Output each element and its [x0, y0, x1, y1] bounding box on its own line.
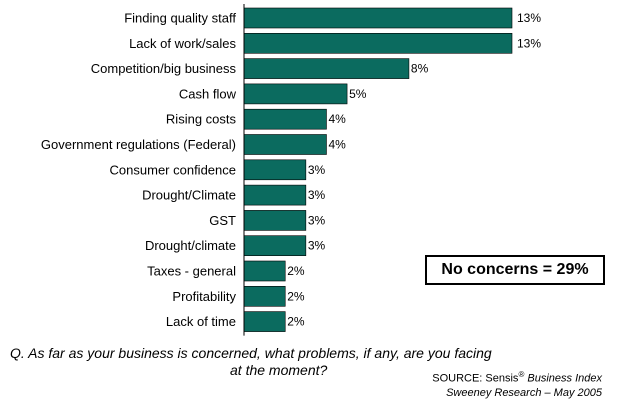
- bar-chart: Finding quality staff 13% Lack of work/sal…: [41, 4, 541, 336]
- category-label-13: Lack of time: [166, 314, 236, 329]
- value-label-5: 4%: [328, 112, 346, 126]
- question-line-1: Q. As far as your business is concerned,…: [10, 345, 492, 361]
- value-label-4: 5%: [349, 87, 367, 101]
- category-label-12: Profitability: [172, 289, 236, 304]
- bar-9: [243, 210, 307, 231]
- source-title: Business Index: [524, 372, 602, 385]
- bar-4: [243, 83, 348, 105]
- category-label-11: Taxes - general: [147, 264, 236, 279]
- question-line-2: at the moment?: [230, 362, 328, 378]
- source-prefix: SOURCE: Sensis: [432, 372, 519, 385]
- no-concerns-text: No concerns = 29%: [441, 261, 589, 278]
- bar-13: [243, 311, 286, 332]
- category-label-7: Consumer confidence: [110, 162, 236, 177]
- bar-10: [243, 235, 307, 256]
- value-label-10: 3%: [308, 239, 326, 253]
- bar-2: [243, 32, 513, 54]
- category-label-2: Lack of work/sales: [129, 36, 236, 51]
- category-label-5: Rising costs: [166, 112, 237, 127]
- category-label-10: Drought/climate: [145, 238, 236, 253]
- source-registered-mark: ®: [518, 370, 525, 379]
- no-concerns-callout: No concerns = 29%: [425, 255, 605, 285]
- value-label-7: 3%: [308, 163, 326, 177]
- value-label-12: 2%: [287, 289, 305, 303]
- value-label-8: 3%: [308, 188, 326, 202]
- value-label-2: 13%: [517, 36, 541, 50]
- value-label-9: 3%: [308, 213, 326, 227]
- source-line-2: Sweeney Research – May 2005: [446, 386, 602, 399]
- value-label-3: 8%: [411, 62, 429, 76]
- category-label-3: Competition/big business: [91, 61, 237, 76]
- category-label-4: Cash flow: [179, 86, 237, 101]
- bar-11: [243, 260, 286, 282]
- bar-7: [243, 159, 307, 181]
- value-label-6: 4%: [328, 138, 346, 152]
- category-label-6: Government regulations (Federal): [41, 137, 236, 152]
- value-label-1: 13%: [517, 11, 541, 25]
- value-label-11: 2%: [287, 264, 305, 278]
- survey-question: Q. As far as your business is concerned,…: [10, 345, 610, 379]
- bar-6: [243, 134, 327, 155]
- bar-8: [243, 184, 307, 206]
- bar-1: [243, 7, 513, 29]
- bar-5: [243, 108, 327, 130]
- bar-12: [243, 285, 286, 307]
- value-label-13: 2%: [287, 315, 305, 329]
- source-note: SOURCE: Sensis® Business Index Sweeney R…: [342, 368, 602, 400]
- category-label-8: Drought/Climate: [142, 188, 236, 203]
- bar-3: [243, 58, 410, 79]
- category-label-1: Finding quality staff: [124, 11, 236, 26]
- category-label-9: GST: [209, 213, 236, 228]
